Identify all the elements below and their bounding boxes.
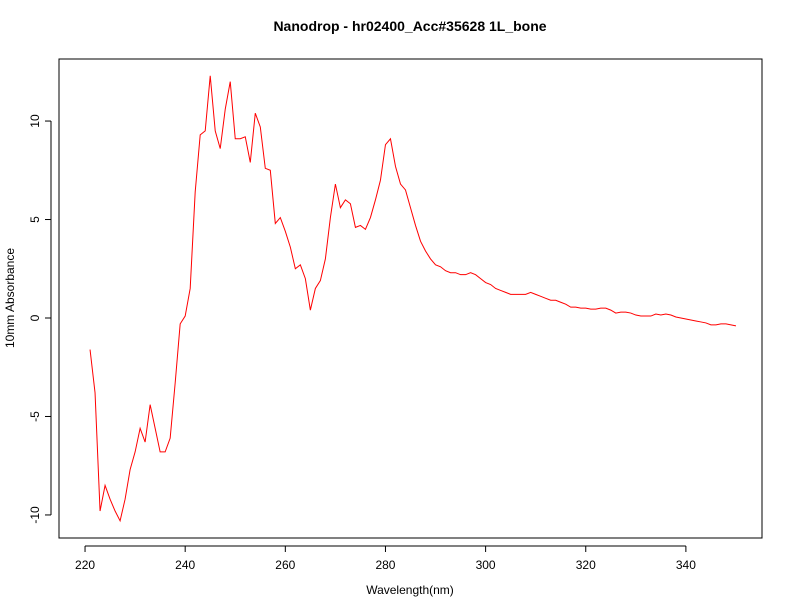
chart-title: Nanodrop - hr02400_Acc#35628 1L_bone: [273, 18, 546, 34]
y-tick-label: -5: [28, 411, 42, 422]
y-tick-label: 5: [28, 216, 42, 223]
x-tick-label: 220: [75, 558, 95, 572]
x-tick-label: 320: [576, 558, 596, 572]
y-axis-label: 10mm Absorbance: [3, 248, 17, 348]
y-tick-label: -10: [28, 506, 42, 524]
data-line: [89, 75, 737, 523]
x-tick-label: 240: [175, 558, 195, 572]
x-axis-label: Wavelength(nm): [366, 583, 454, 597]
y-tick-label: 0: [28, 314, 42, 321]
y-tick-label: 10: [28, 114, 42, 128]
x-tick-label: 300: [476, 558, 496, 572]
x-tick-label: 280: [375, 558, 395, 572]
x-tick-label: 340: [676, 558, 696, 572]
x-tick-label: 260: [275, 558, 295, 572]
plot-frame: [58, 58, 763, 539]
